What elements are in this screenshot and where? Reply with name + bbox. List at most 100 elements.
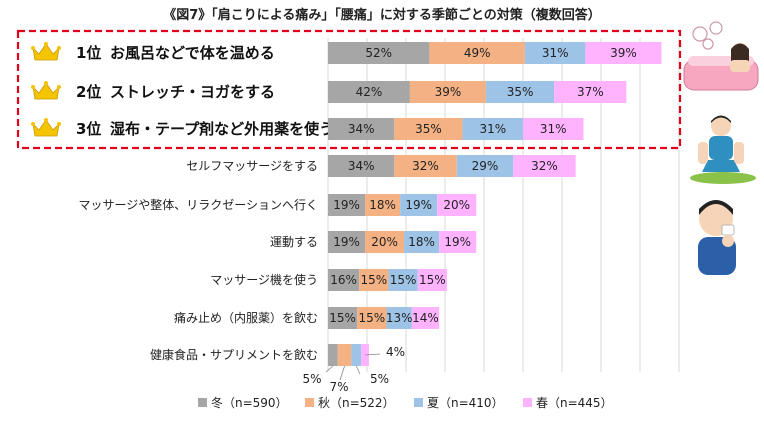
data-label: 31%: [542, 46, 569, 60]
stretch-illustration: [690, 115, 756, 184]
legend-swatch: [523, 398, 532, 407]
data-label: 39%: [610, 46, 637, 60]
bar-segment: [523, 118, 584, 140]
rank-number: 2位: [76, 83, 101, 101]
bar-segment: [328, 118, 395, 140]
chart-title: 《図7》「肩こりによる痛み」「腰痛」に対する季節ごとの対策（複数回答）: [163, 7, 601, 23]
data-label: 4%: [386, 345, 405, 359]
bar-segment: [400, 194, 438, 216]
callout-line: [325, 365, 334, 373]
data-label: 19%: [333, 198, 360, 212]
bar-segment: [328, 269, 360, 291]
bar-segment: [585, 42, 662, 64]
bar-segment: [328, 231, 366, 253]
bar-segment: [524, 42, 586, 64]
callout-line: [355, 365, 361, 375]
bar-segment: [328, 155, 395, 177]
data-label: 39%: [435, 85, 462, 99]
callout-line: [365, 353, 381, 356]
bar-segment: [328, 42, 430, 64]
callout-line: [339, 365, 345, 381]
legend-swatch: [305, 398, 314, 407]
bar-segment: [359, 269, 389, 291]
data-label: 5%: [302, 372, 321, 386]
bar-segment: [337, 344, 352, 366]
bar-segment: [554, 81, 627, 103]
category-label: お風呂などで体を温める: [110, 44, 275, 62]
bar-segment: [417, 269, 447, 291]
data-label: 14%: [412, 311, 439, 325]
bar-segment: [328, 307, 358, 329]
data-label: 29%: [472, 159, 499, 173]
bar-segment: [439, 231, 477, 253]
crown-icon: [31, 81, 61, 100]
rank-number: 3位: [76, 120, 101, 138]
bar-segment: [328, 81, 410, 103]
bath-illustration: [683, 21, 759, 91]
data-label: 32%: [531, 159, 558, 173]
bar-segment: [365, 194, 401, 216]
bar-segment: [409, 81, 486, 103]
data-label: 35%: [415, 122, 442, 136]
data-label: 19%: [444, 235, 471, 249]
data-label: 42%: [356, 85, 383, 99]
data-label: 37%: [577, 85, 604, 99]
bar-segment: [365, 231, 405, 253]
bar-segment: [513, 155, 576, 177]
data-label: 19%: [333, 235, 360, 249]
legend-swatch: [198, 398, 207, 407]
bar-segment: [411, 307, 440, 329]
category-label: 運動する: [270, 235, 318, 249]
bar-segment: [437, 194, 477, 216]
category-label: マッサージや整体、リラクゼーションへ行く: [78, 197, 318, 212]
data-label: 7%: [329, 380, 348, 394]
bar-segment: [388, 269, 418, 291]
bar-segment: [357, 307, 387, 329]
data-label: 13%: [386, 311, 413, 325]
category-label: ストレッチ・ヨガをする: [110, 83, 275, 101]
category-labels: 1位 お風呂などで体を温める 2位 ストレッチ・ヨガをする 3位 湿布・テープ剤など外用薬…: [31, 42, 334, 362]
crown-icon: [31, 42, 61, 61]
bar-segment: [485, 81, 555, 103]
bar-segment: [394, 155, 457, 177]
bar-segment: [404, 231, 440, 253]
data-label: 16%: [330, 273, 357, 287]
data-label: 15%: [390, 273, 417, 287]
data-label: 15%: [359, 311, 386, 325]
data-label: 34%: [348, 159, 375, 173]
crown-icon: [31, 118, 61, 137]
data-label: 52%: [365, 46, 392, 60]
bar-segment: [386, 307, 412, 329]
legend-swatch: [414, 398, 423, 407]
data-label: 5%: [370, 372, 389, 386]
category-label: 健康食品・サプリメントを飲む: [150, 347, 318, 362]
data-label: 32%: [412, 159, 439, 173]
bars: 52% 49% 31% 39% 42% 39% 35% 37% 34% 35% 31% 31% 34% 3…: [302, 42, 662, 394]
legend-label: 冬（n=590）: [211, 395, 288, 410]
rank-number: 1位: [76, 44, 101, 62]
category-label: 痛み止め（内服薬）を飲む: [174, 310, 318, 325]
legend-label: 秋（n=522）: [318, 396, 395, 410]
data-label: 20%: [443, 198, 470, 212]
legend: 冬（n=590） 秋（n=522） 夏（n=410） 春（n=445）: [198, 395, 613, 410]
data-label: 49%: [464, 46, 491, 60]
data-label: 15%: [360, 273, 387, 287]
data-label: 19%: [405, 198, 432, 212]
data-label: 18%: [369, 198, 396, 212]
legend-label: 春（n=445）: [536, 396, 613, 410]
back-pain-illustration: [698, 200, 736, 275]
data-label: 15%: [329, 311, 356, 325]
data-label: 15%: [419, 273, 446, 287]
bar-segment: [429, 42, 525, 64]
legend-label: 夏（n=410）: [427, 396, 504, 410]
bar-segment: [328, 194, 366, 216]
data-label: 35%: [507, 85, 534, 99]
data-label: 18%: [408, 235, 435, 249]
bar-segment: [462, 118, 523, 140]
data-label: 31%: [479, 122, 506, 136]
data-label: 20%: [371, 235, 398, 249]
category-label: 湿布・テープ剤など外用薬を使う: [110, 120, 334, 138]
bar-segment: [351, 344, 362, 366]
top3-highlight-box: [16, 29, 682, 150]
